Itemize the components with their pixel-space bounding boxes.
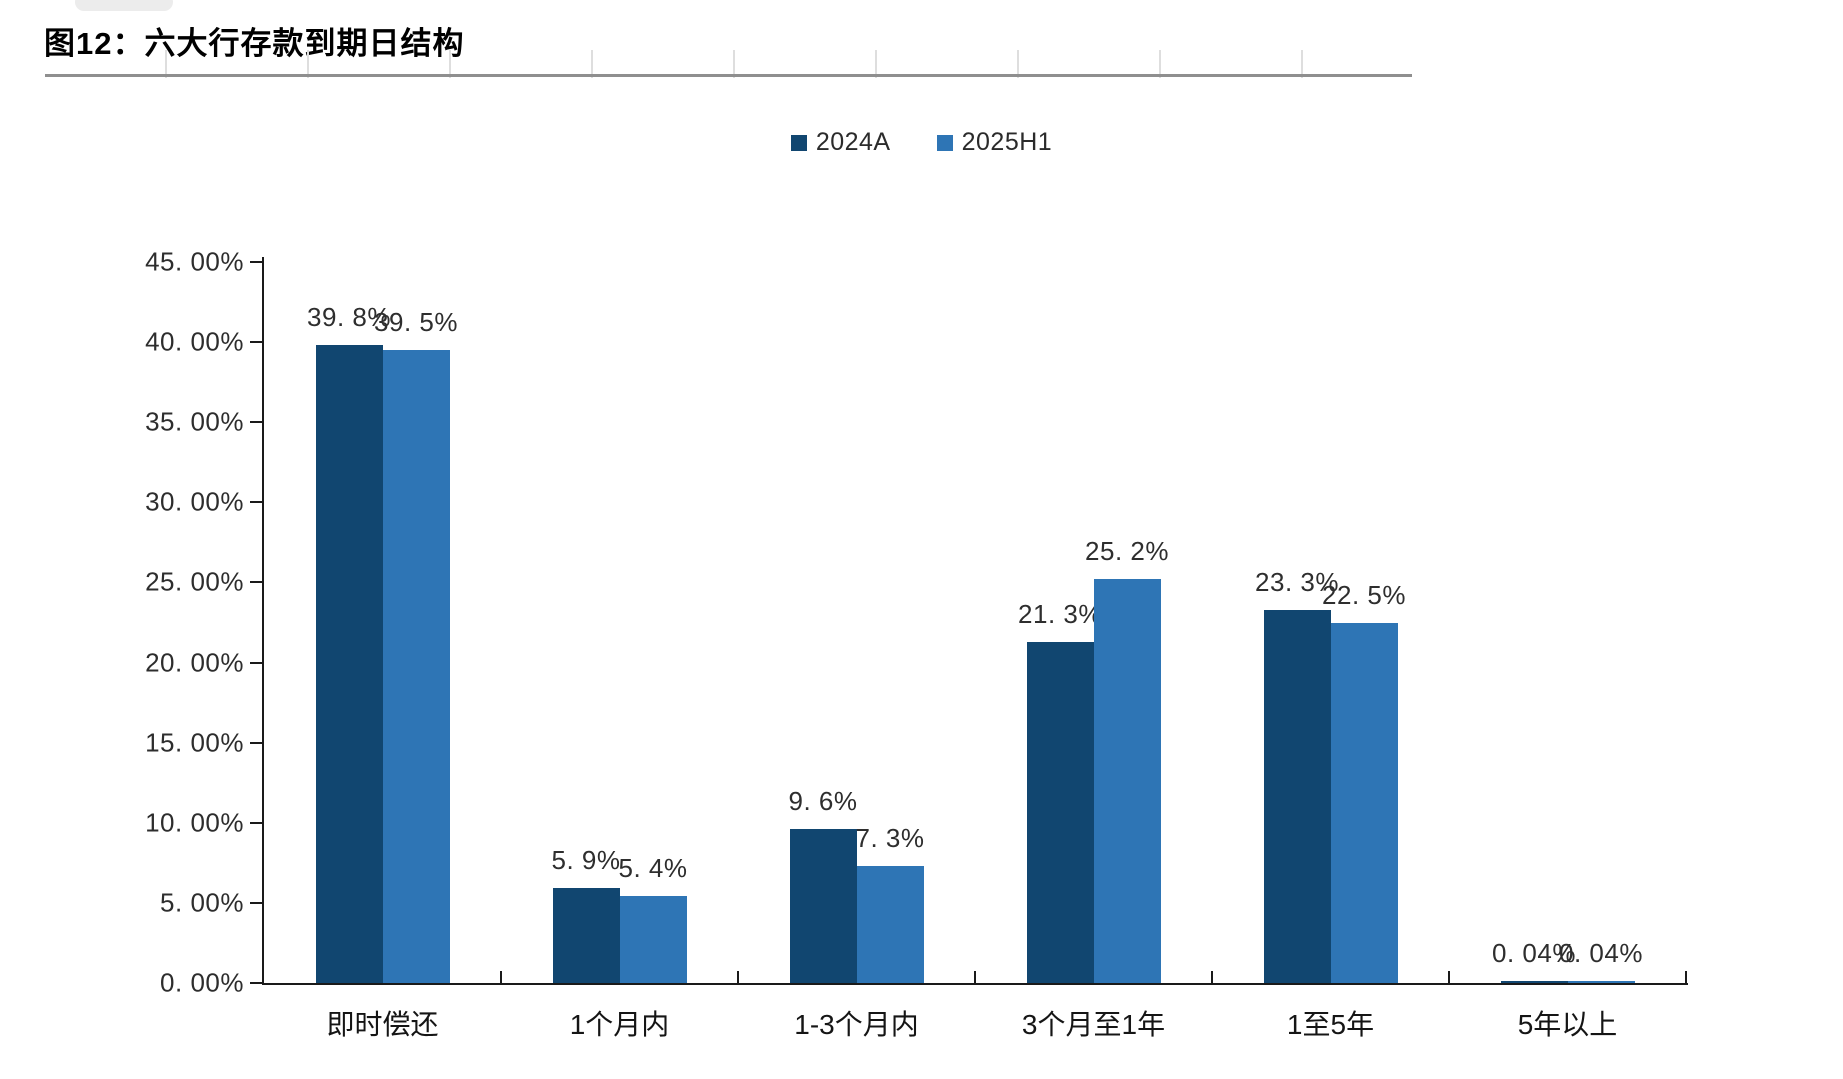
bar-2024A: 39. 8% [307, 302, 390, 983]
category-label: 1个月内 [569, 1009, 670, 1040]
bar-pair: 39. 8% 39. 5% [264, 262, 501, 983]
y-axis-tick [250, 982, 262, 984]
category-label: 即时偿还 [326, 1009, 439, 1040]
x-axis-line [262, 983, 1688, 985]
table-column-notches [25, 50, 1415, 78]
y-axis-tick-label: 30. 00% [145, 486, 244, 517]
legend-swatch-icon [790, 134, 807, 151]
legend-label: 2025H1 [961, 128, 1053, 156]
category-label: 1至5年 [1286, 1009, 1375, 1040]
category-slot: 9. 6% 7. 3% 1-3个月内 [738, 262, 975, 1040]
category-slot: 5. 9% 5. 4% 1个月内 [501, 262, 738, 1040]
y-axis-tick [250, 901, 262, 904]
category-slot: 0. 04% 0. 04% 5年以上 [1449, 262, 1686, 1040]
bar-pair: 5. 9% 5. 4% [501, 262, 738, 983]
bar-value-label: 39. 5% [374, 307, 458, 338]
y-axis-tick-label: 20. 00% [145, 647, 244, 678]
x-axis-tick [737, 971, 739, 983]
bar-2025H1: 39. 5% [374, 307, 457, 983]
x-axis-tick [1685, 971, 1687, 983]
y-axis-line [262, 257, 264, 985]
bar-pair: 23. 3% 22. 5% [1212, 262, 1449, 983]
category-slot: 39. 8% 39. 5% 即时偿还 [264, 262, 501, 1040]
bar-chart-plot-area: 0. 00% 5. 00% 10. 00% 15. 00% 20. 00% 25. 00%… [145, 247, 1688, 1040]
y-axis-tick [250, 821, 262, 824]
y-axis-tick-label: 15. 00% [145, 727, 244, 758]
bar-pair: 21. 3% 25. 2% [975, 262, 1212, 983]
y-axis-tick [250, 341, 262, 344]
bar-2025H1: 7. 3% [856, 823, 924, 983]
bar-2025H1: 0. 04% [1559, 938, 1642, 983]
y-axis-tick [250, 421, 262, 424]
y-axis-tick-label: 35. 00% [145, 406, 244, 437]
bar-value-label: 25. 2% [1085, 536, 1169, 567]
bar-value-label: 23. 3% [1255, 566, 1339, 597]
title-separator-line [45, 74, 1412, 77]
bar-value-label: 0. 04% [1492, 938, 1576, 968]
bar-2025H1: 22. 5% [1322, 580, 1405, 983]
page-scroll-pill [75, 0, 173, 11]
category-label: 3个月至1年 [1021, 1009, 1166, 1040]
legend-item-2025H1: 2025H1 [936, 128, 1053, 157]
y-axis-tick-label: 10. 00% [145, 807, 244, 838]
category-slot: 21. 3% 25. 2% 3个月至1年 [975, 262, 1212, 1040]
y-axis-tick [250, 501, 262, 504]
bar-value-label: 5. 9% [551, 845, 621, 876]
category-label: 5年以上 [1517, 1009, 1618, 1040]
x-axis-tick [1211, 971, 1213, 983]
bar-value-label: 5. 4% [618, 853, 688, 884]
bar-2024A: 9. 6% [789, 786, 857, 983]
bar-value-label: 9. 6% [788, 786, 858, 817]
bar-pair: 9. 6% 7. 3% [738, 262, 975, 983]
y-axis-tick [250, 261, 262, 263]
bar-value-label: 7. 3% [855, 823, 925, 854]
legend-swatch-icon [936, 134, 953, 151]
bar-value-label: 21. 3% [1018, 598, 1102, 629]
bar-value-label: 0. 04% [1559, 938, 1643, 968]
x-axis-tick [974, 971, 976, 983]
bar-2025H1: 25. 2% [1085, 536, 1168, 983]
y-axis-tick-label: 45. 00% [145, 246, 244, 277]
bar-value-label: 39. 8% [307, 302, 391, 333]
y-axis-tick [250, 581, 262, 584]
legend-label: 2024A [815, 128, 891, 156]
bar-value-label: 22. 5% [1322, 579, 1406, 610]
bar-2024A: 21. 3% [1018, 599, 1101, 983]
y-axis-tick [250, 741, 262, 744]
bar-2024A: 23. 3% [1255, 567, 1338, 983]
category-label: 1-3个月内 [794, 1009, 919, 1040]
y-axis-tick-label: 25. 00% [145, 566, 244, 597]
y-axis-tick [250, 661, 262, 664]
bar-2024A: 0. 04% [1492, 938, 1575, 983]
bar-2025H1: 5. 4% [619, 853, 687, 983]
bar-2024A: 5. 9% [552, 845, 620, 983]
y-axis-tick-label: 40. 00% [145, 326, 244, 357]
y-axis-tick-label: 0. 00% [160, 967, 244, 998]
y-axis-tick-label: 5. 00% [160, 887, 244, 918]
x-axis-tick [500, 971, 502, 983]
bar-pair: 0. 04% 0. 04% [1449, 262, 1686, 983]
legend-item-2024A: 2024A [790, 128, 891, 157]
chart-legend: 2024A 2025H1 [0, 128, 1843, 157]
x-axis-tick [1448, 971, 1450, 983]
category-slot: 23. 3% 22. 5% 1至5年 [1212, 262, 1449, 1040]
